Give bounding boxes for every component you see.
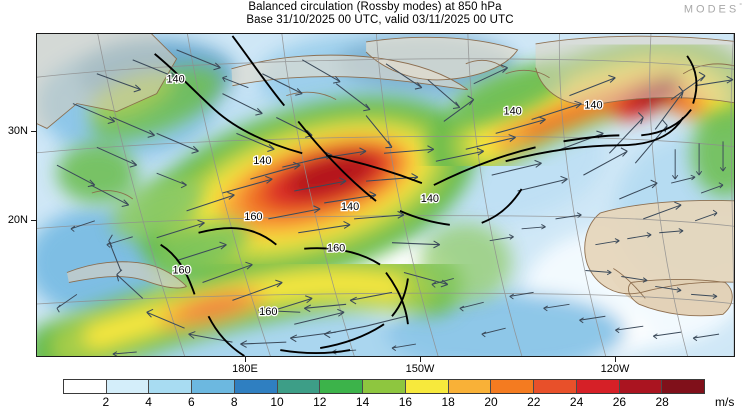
- colorbar-segment: [619, 380, 663, 393]
- svg-text:140: 140: [341, 201, 359, 213]
- colorbar-tick-label: 28: [655, 395, 669, 409]
- x-axis-label: 150W: [405, 363, 435, 375]
- svg-text:140: 140: [166, 74, 184, 86]
- y-axis-tick: [31, 220, 36, 222]
- contour-label: 140: [165, 72, 186, 87]
- x-axis-label: 180E: [232, 363, 258, 375]
- y-axis-label: 20N: [7, 214, 28, 226]
- modes-logo-mark: °: [739, 3, 742, 10]
- contour-label: 160: [243, 210, 264, 225]
- modes-logo-text: MODES: [683, 3, 740, 16]
- x-axis-tick: [245, 357, 247, 362]
- svg-text:160: 160: [172, 265, 190, 277]
- svg-text:140: 140: [253, 155, 271, 167]
- contour-label: 160: [258, 305, 279, 320]
- colorbar-segment: [277, 380, 321, 393]
- coastlines: [37, 34, 734, 317]
- page-title: Balanced circulation (Rossby modes) at 8…: [248, 1, 502, 13]
- colorbar-tick-label: 2: [102, 395, 110, 409]
- chart-subtitle: Base 31/10/2025 00 UTC, valid 03/11/2025…: [246, 14, 514, 26]
- colorbar-segment: [405, 380, 449, 393]
- colorbar-segment: [234, 380, 278, 393]
- colorbar-segment: [106, 380, 150, 393]
- colorbar-segment: [320, 380, 364, 393]
- colorbar-tick-label: 24: [569, 395, 584, 409]
- contour-label: 140: [340, 200, 361, 215]
- modes-logo: MODES°: [684, 3, 742, 16]
- contour-label: 140: [583, 98, 604, 113]
- y-axis-label: 30N: [7, 125, 28, 137]
- svg-text:140: 140: [584, 100, 602, 112]
- colorbar-segment: [491, 380, 535, 393]
- contour-label-group: 140 140 140 140 140 140 160 160 160 160: [165, 72, 604, 320]
- land-polygons: [37, 34, 734, 316]
- weather-map-canvas: 140 140 140 140 140 140 160 160 160 160: [37, 34, 734, 356]
- colorbar-tick-label: 6: [188, 395, 195, 409]
- chart-title-block: Balanced circulation (Rossby modes) at 8…: [0, 1, 750, 27]
- colorbar-tick-label: 22: [527, 395, 541, 409]
- map-plot-area[interactable]: 140 140 140 140 140 140 160 160 160 160: [36, 33, 735, 357]
- geopotential-contours: [154, 35, 698, 356]
- colorbar-tick-label: 26: [612, 395, 627, 409]
- colorbar-segment: [662, 380, 705, 393]
- svg-text:160: 160: [327, 243, 345, 255]
- contour-label: 140: [419, 192, 440, 207]
- colorbar-tick-label: 4: [145, 395, 152, 409]
- colorbar-segment: [149, 380, 193, 393]
- y-axis-tick: [31, 131, 36, 133]
- colorbar-segment: [576, 380, 620, 393]
- colorbar-segment: [448, 380, 492, 393]
- graticule: [37, 34, 734, 356]
- x-axis-label: 120W: [600, 363, 630, 375]
- svg-text:140: 140: [421, 193, 439, 205]
- colorbar-segment: [64, 380, 107, 393]
- svg-text:140: 140: [503, 106, 521, 118]
- colorbar-tick-label: 8: [230, 395, 238, 409]
- colorbar-tick-label: 18: [441, 395, 455, 409]
- x-axis-tick: [420, 357, 422, 362]
- colorbar-tick-label: 12: [313, 395, 327, 409]
- colorbar[interactable]: [63, 379, 705, 394]
- x-axis-tick: [615, 357, 617, 362]
- colorbar-tick-label: 16: [398, 395, 413, 409]
- svg-text:160: 160: [259, 306, 277, 318]
- colorbar-unit-label: m/s: [715, 395, 735, 409]
- contour-label: 140: [502, 104, 523, 119]
- contour-label: 160: [171, 263, 192, 278]
- colorbar-tick-label: 20: [484, 395, 498, 409]
- colorbar-segment: [534, 380, 577, 393]
- contour-label: 160: [326, 241, 347, 256]
- svg-text:160: 160: [244, 211, 262, 223]
- colorbar-tick-label: 14: [355, 395, 370, 409]
- colorbar-tick-label: 10: [270, 395, 284, 409]
- colorbar-segment: [363, 380, 406, 393]
- colorbar-segment: [192, 380, 235, 393]
- contour-label: 140: [252, 154, 273, 169]
